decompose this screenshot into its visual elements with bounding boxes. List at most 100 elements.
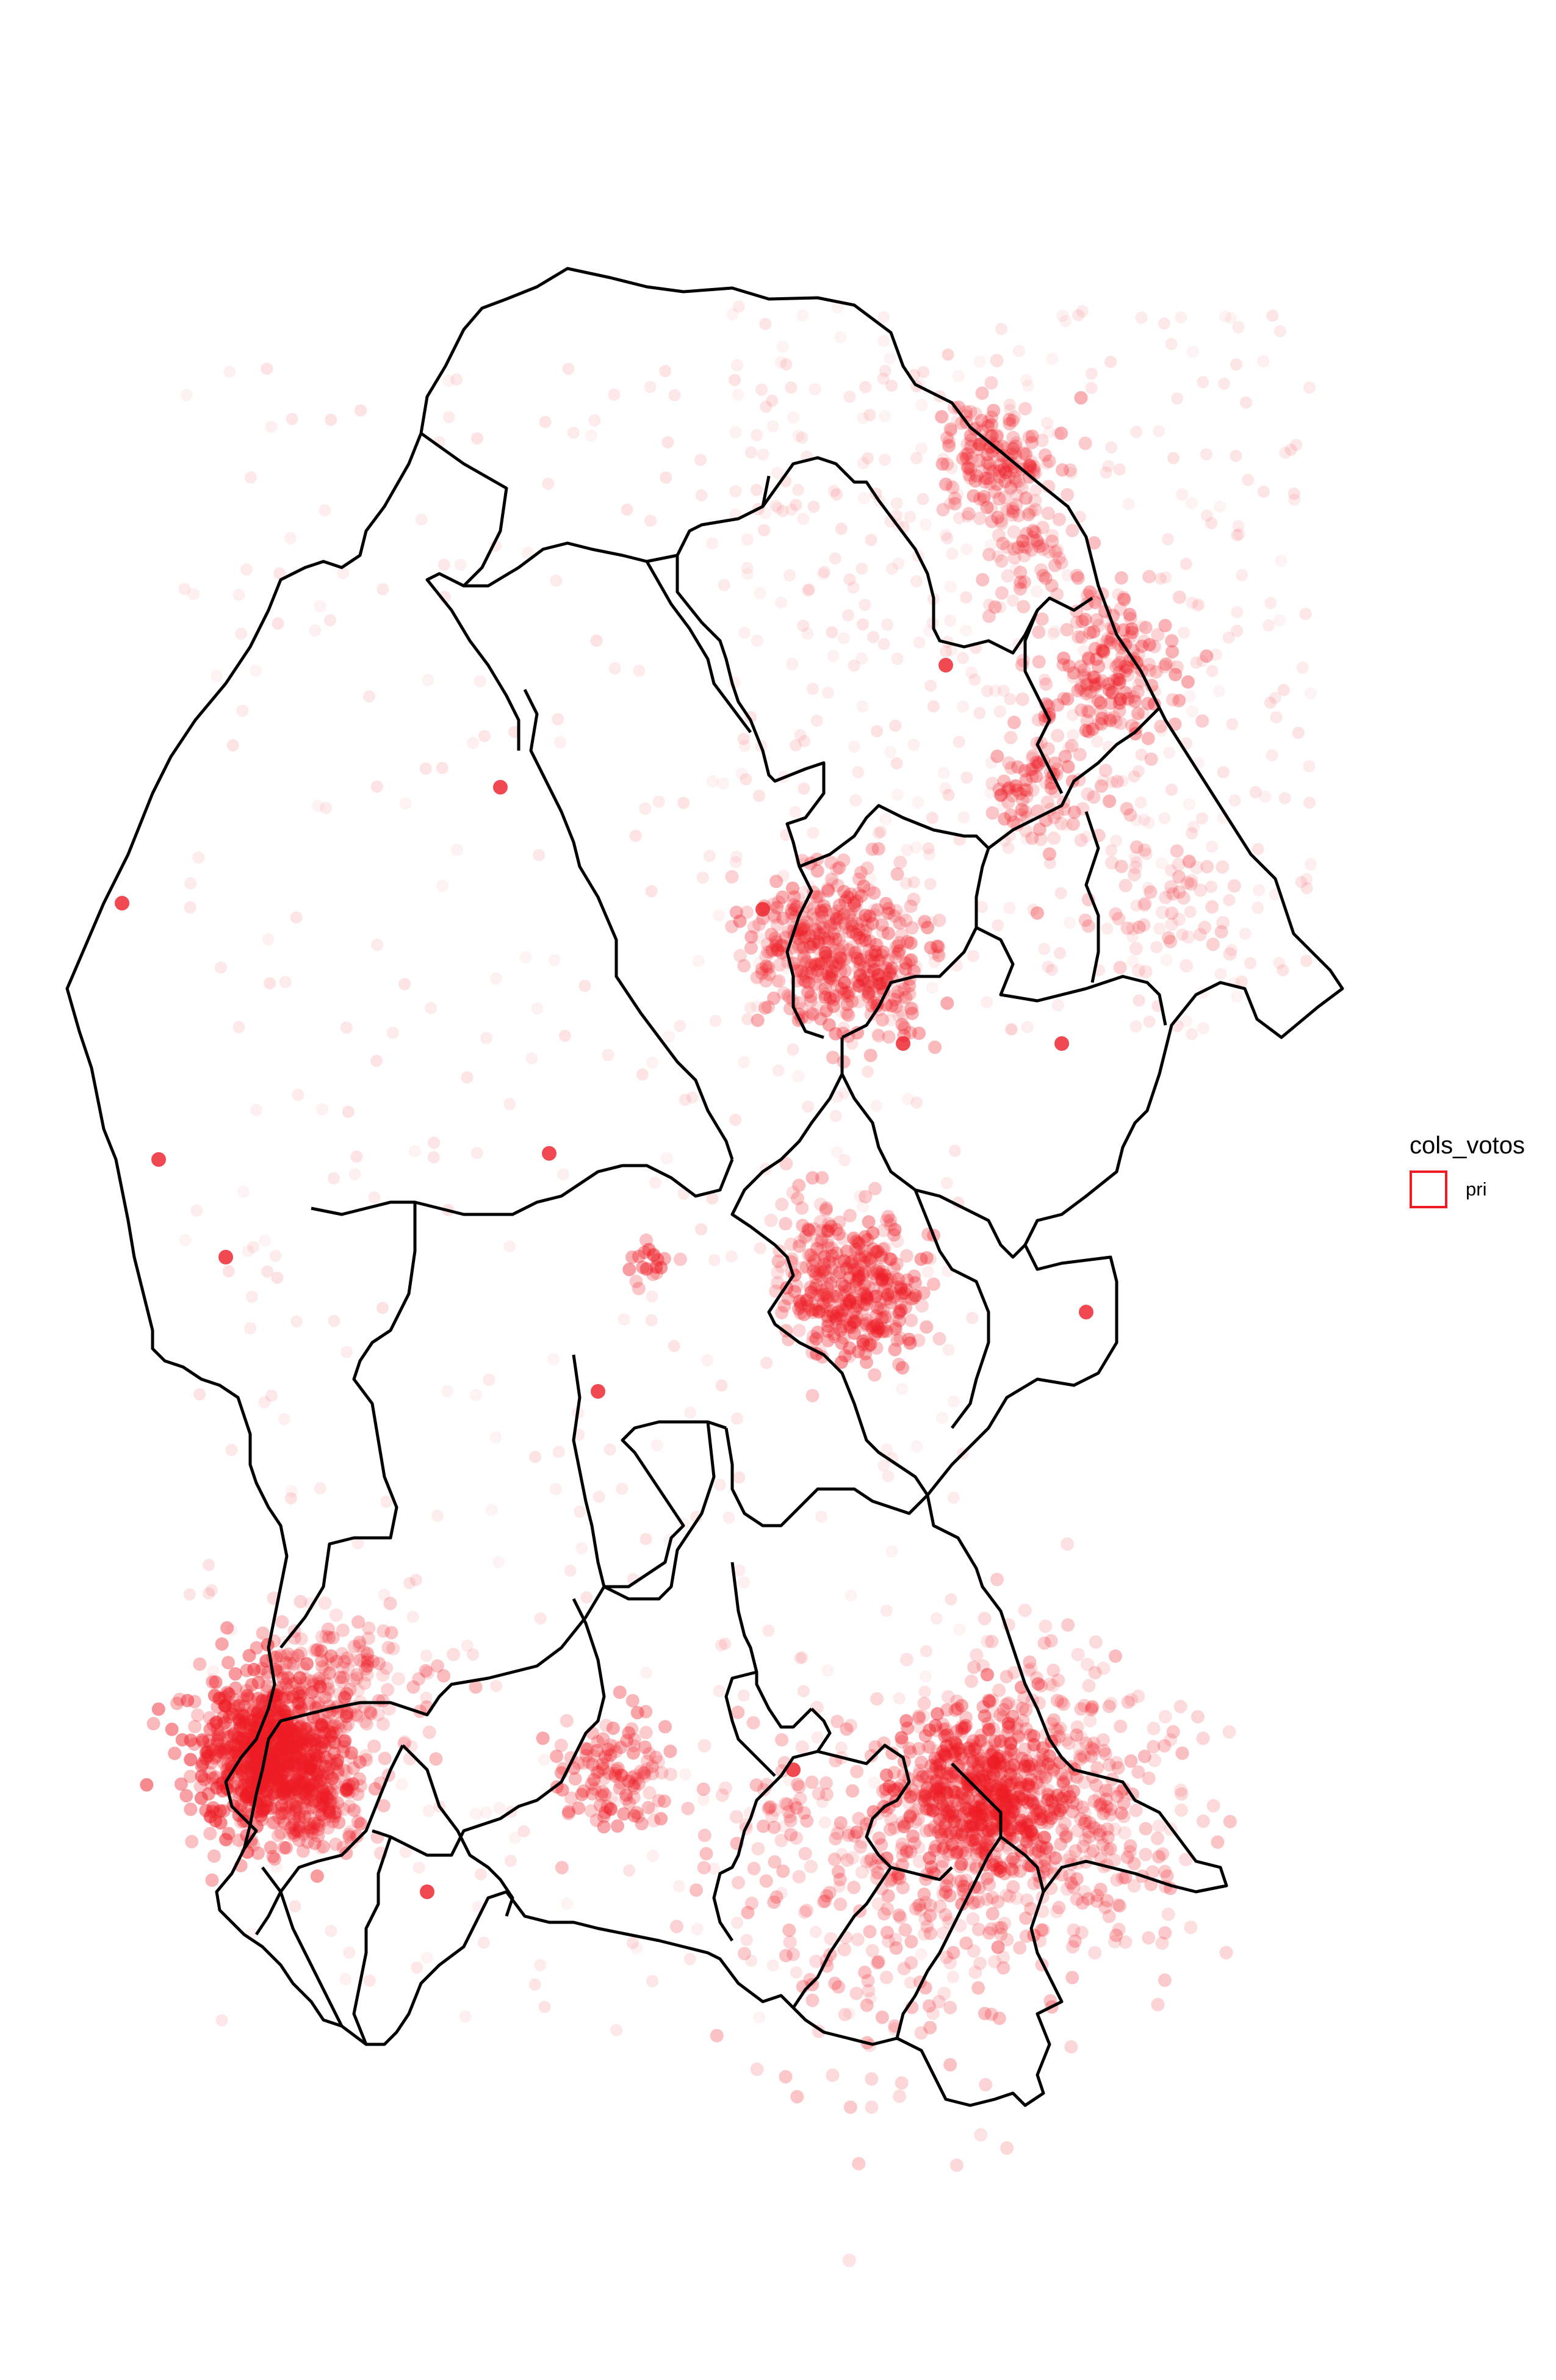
vote-point bbox=[273, 1772, 287, 1786]
vote-point bbox=[755, 902, 770, 917]
vote-point bbox=[350, 1805, 362, 1818]
vote-point bbox=[981, 472, 995, 485]
vote-point bbox=[1141, 732, 1155, 746]
vote-point bbox=[1165, 784, 1178, 796]
vote-point bbox=[890, 1234, 904, 1248]
vote-point bbox=[1118, 1826, 1132, 1840]
vote-point bbox=[923, 1899, 937, 1913]
vote-point bbox=[752, 931, 765, 944]
vote-point bbox=[976, 573, 990, 586]
vote-point bbox=[1262, 619, 1275, 632]
vote-point bbox=[420, 1692, 433, 1704]
vote-point bbox=[246, 1770, 260, 1784]
vote-point bbox=[279, 1841, 294, 1855]
vote-point bbox=[398, 978, 411, 990]
vote-point bbox=[279, 1676, 293, 1690]
vote-point bbox=[291, 1697, 304, 1711]
vote-point bbox=[235, 1709, 248, 1723]
vote-point bbox=[493, 1801, 506, 1814]
vote-point bbox=[645, 885, 658, 898]
vote-point bbox=[281, 1671, 295, 1685]
vote-point bbox=[302, 1794, 316, 1807]
vote-point bbox=[874, 826, 887, 838]
vote-point bbox=[935, 409, 949, 424]
vote-point bbox=[1009, 779, 1021, 792]
vote-point bbox=[949, 2158, 963, 2172]
vote-point bbox=[351, 1537, 364, 1549]
vote-point bbox=[308, 1733, 322, 1747]
vote-point bbox=[188, 1720, 202, 1734]
vote-point bbox=[1127, 1856, 1141, 1870]
vote-point bbox=[610, 2024, 623, 2036]
vote-point bbox=[731, 1706, 745, 1719]
vote-point bbox=[261, 362, 273, 375]
vote-point bbox=[1043, 426, 1056, 439]
vote-point bbox=[278, 1786, 292, 1800]
vote-point bbox=[1131, 707, 1145, 720]
vote-point bbox=[967, 489, 981, 503]
vote-point bbox=[326, 1631, 340, 1645]
vote-point bbox=[837, 632, 850, 644]
vote-point bbox=[771, 1276, 785, 1290]
vote-point bbox=[993, 705, 1006, 718]
vote-point bbox=[885, 563, 898, 575]
vote-point bbox=[1275, 555, 1288, 567]
vote-point bbox=[214, 961, 227, 974]
vote-point bbox=[318, 1690, 332, 1704]
vote-point bbox=[358, 1676, 372, 1690]
vote-point bbox=[995, 586, 1009, 600]
vote-point bbox=[420, 1884, 434, 1899]
vote-point bbox=[335, 1646, 349, 1661]
vote-point bbox=[1075, 615, 1089, 629]
vote-point bbox=[971, 1981, 985, 1995]
vote-point bbox=[1186, 596, 1198, 609]
vote-point bbox=[480, 1806, 492, 1819]
vote-point bbox=[646, 1056, 659, 1069]
vote-point bbox=[1227, 879, 1241, 893]
vote-point bbox=[845, 1589, 857, 1602]
vote-point bbox=[1193, 928, 1207, 942]
vote-point bbox=[807, 934, 821, 948]
vote-point bbox=[1078, 436, 1092, 450]
legend-key-square bbox=[1410, 1170, 1447, 1208]
vote-point bbox=[337, 1690, 351, 1704]
vote-point bbox=[542, 477, 555, 490]
vote-point bbox=[1105, 844, 1118, 857]
vote-point bbox=[741, 568, 754, 580]
vote-point bbox=[815, 1171, 829, 1185]
vote-point bbox=[213, 1692, 227, 1705]
vote-point bbox=[1128, 694, 1142, 709]
vote-point bbox=[1066, 817, 1080, 831]
vote-point bbox=[1132, 765, 1145, 777]
vote-point bbox=[882, 1470, 895, 1482]
vote-point bbox=[1214, 500, 1226, 513]
vote-point bbox=[732, 300, 745, 313]
vote-point bbox=[992, 919, 1004, 932]
vote-point bbox=[1226, 718, 1239, 730]
vote-point bbox=[829, 1831, 843, 1845]
vote-point bbox=[250, 1641, 264, 1655]
vote-point bbox=[273, 1745, 287, 1759]
vote-point bbox=[790, 1966, 802, 1979]
vote-point bbox=[1184, 906, 1197, 918]
vote-point bbox=[922, 842, 935, 855]
vote-point bbox=[151, 1152, 166, 1167]
vote-point bbox=[928, 1040, 942, 1055]
vote-point bbox=[321, 1686, 335, 1700]
vote-point bbox=[1004, 693, 1017, 705]
vote-point bbox=[250, 1751, 263, 1765]
vote-point bbox=[650, 1439, 663, 1452]
vote-point bbox=[1014, 566, 1028, 579]
vote-point bbox=[809, 383, 821, 395]
vote-point bbox=[146, 1717, 160, 1731]
vote-point bbox=[805, 1775, 819, 1789]
vote-point bbox=[826, 876, 839, 889]
vote-point bbox=[814, 1012, 827, 1026]
vote-point bbox=[319, 504, 331, 517]
vote-point bbox=[865, 1944, 879, 1958]
vote-points-layer bbox=[115, 300, 1317, 2267]
vote-point bbox=[1154, 572, 1167, 585]
vote-point bbox=[1097, 774, 1109, 787]
vote-point bbox=[719, 1637, 732, 1650]
vote-point bbox=[380, 1496, 393, 1508]
